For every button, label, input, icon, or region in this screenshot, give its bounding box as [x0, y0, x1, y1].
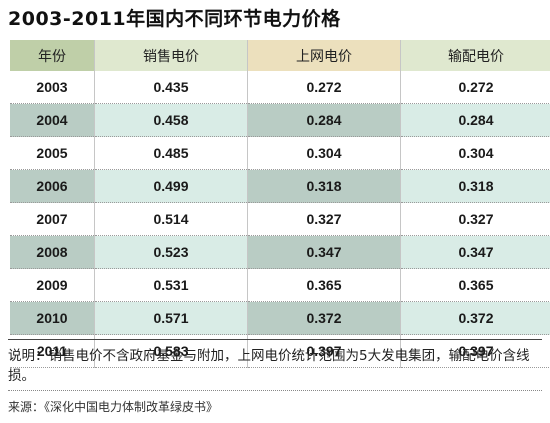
column-header-retail-price: 销售电价 — [94, 40, 248, 71]
year-cell: 2007 — [10, 202, 95, 236]
note-divider — [8, 339, 542, 340]
column-header-year: 年份 — [10, 40, 95, 71]
transmission-price-cell: 0.327 — [400, 202, 550, 236]
transmission-price-cell: 0.347 — [400, 235, 550, 269]
table-note: 说明：销售电价不含政府基金与附加，上网电价统计范围为5大发电集团，输配电价含线损… — [8, 348, 530, 384]
year-cell: 2006 — [10, 169, 95, 203]
transmission-price-cell: 0.372 — [400, 301, 550, 335]
page-title: 2003-2011年国内不同环节电力价格 — [8, 8, 341, 30]
table-row: 2006 0.499 0.318 0.318 — [10, 169, 550, 203]
transmission-price-cell: 0.365 — [400, 268, 550, 302]
table-row: 2003 0.435 0.272 0.272 — [10, 71, 550, 104]
transmission-price-cell: 0.284 — [400, 103, 550, 137]
grid-price-cell: 0.272 — [247, 71, 401, 104]
grid-price-cell: 0.365 — [247, 268, 401, 302]
year-cell: 2009 — [10, 268, 95, 302]
table-row: 2010 0.571 0.372 0.372 — [10, 301, 550, 335]
retail-price-cell: 0.523 — [94, 235, 248, 269]
price-table: 年份 销售电价 上网电价 输配电价 2003 0.435 0.272 0.272 200… — [10, 40, 550, 368]
table-row: 2005 0.485 0.304 0.304 — [10, 136, 550, 170]
year-cell: 2003 — [10, 71, 95, 104]
grid-price-cell: 0.327 — [247, 202, 401, 236]
grid-price-cell: 0.304 — [247, 136, 401, 170]
price-table-container: 年份 销售电价 上网电价 输配电价 2003 0.435 0.272 0.272 200… — [10, 40, 550, 368]
retail-price-cell: 0.514 — [94, 202, 248, 236]
source-divider — [8, 390, 542, 391]
column-header-transmission-price: 输配电价 — [400, 40, 550, 71]
table-row: 2009 0.531 0.365 0.365 — [10, 268, 550, 302]
table-row: 2007 0.514 0.327 0.327 — [10, 202, 550, 236]
retail-price-cell: 0.435 — [94, 71, 248, 104]
retail-price-cell: 0.485 — [94, 136, 248, 170]
year-cell: 2010 — [10, 301, 95, 335]
year-cell: 2011 — [10, 334, 95, 368]
grid-price-cell: 0.318 — [247, 169, 401, 203]
table-row: 2008 0.523 0.347 0.347 — [10, 235, 550, 269]
table-row: 2004 0.458 0.284 0.284 — [10, 103, 550, 137]
grid-price-cell: 0.284 — [247, 103, 401, 137]
year-cell: 2004 — [10, 103, 95, 137]
retail-price-cell: 0.499 — [94, 169, 248, 203]
grid-price-cell: 0.372 — [247, 301, 401, 335]
year-cell: 2005 — [10, 136, 95, 170]
source-citation: 来源：《深化中国电力体制改革绿皮书》 — [8, 400, 219, 414]
transmission-price-cell: 0.397 — [400, 334, 550, 368]
transmission-price-cell: 0.304 — [400, 136, 550, 170]
retail-price-cell: 0.571 — [94, 301, 248, 335]
retail-price-cell: 0.531 — [94, 268, 248, 302]
year-cell: 2008 — [10, 235, 95, 269]
retail-price-cell: 0.458 — [94, 103, 248, 137]
table-body: 2003 0.435 0.272 0.272 2004 0.458 0.284 0.284 20… — [10, 71, 550, 368]
transmission-price-cell: 0.318 — [400, 169, 550, 203]
grid-price-cell: 0.397 — [247, 334, 401, 368]
table-row: 2011 0.583 0.397 0.397 — [10, 334, 550, 368]
grid-price-cell: 0.347 — [247, 235, 401, 269]
transmission-price-cell: 0.272 — [400, 71, 550, 104]
table-header-row: 年份 销售电价 上网电价 输配电价 — [10, 40, 550, 71]
retail-price-cell: 0.583 — [94, 334, 248, 368]
column-header-grid-price: 上网电价 — [247, 40, 401, 71]
